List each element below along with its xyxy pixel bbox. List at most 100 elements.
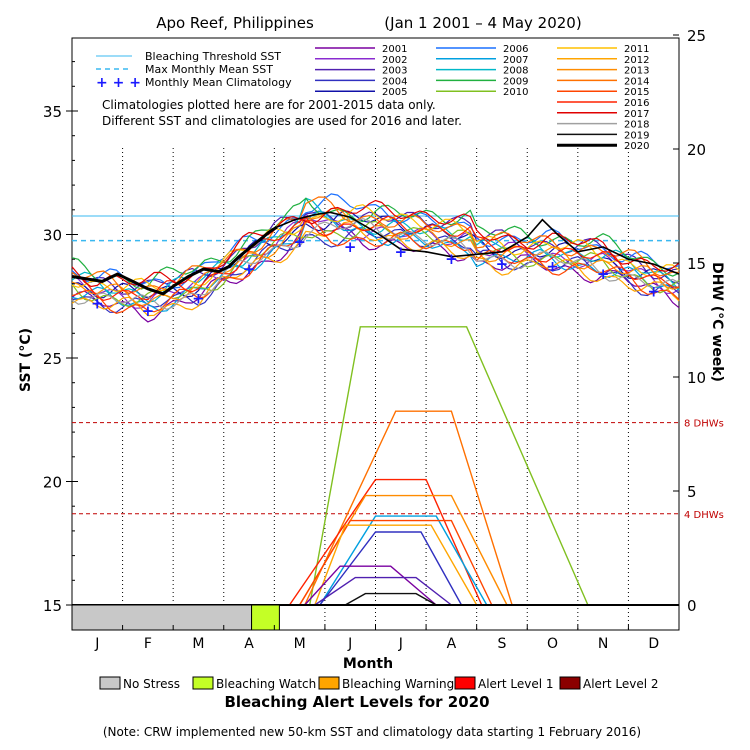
dhw-curve-2016	[288, 478, 483, 606]
dhw-curve-2010	[309, 326, 589, 606]
year-legend-label-2019: 2019	[624, 130, 649, 141]
month-label: O	[547, 636, 558, 652]
dhw-curve-2019	[344, 592, 437, 606]
alert-legend-label: Bleaching Warning	[342, 677, 454, 691]
threshold-legend-label: Bleaching Threshold SST	[145, 50, 281, 63]
alert-legend-label: Alert Level 1	[478, 677, 554, 691]
year-legend-label-2002: 2002	[382, 55, 407, 66]
climatology-marker: +	[546, 258, 559, 276]
dhw-curve-2007	[319, 515, 488, 606]
dhw-curve-2012	[314, 524, 478, 606]
month-label: J	[398, 636, 403, 652]
sst-tick-label: 15	[43, 597, 62, 615]
climatology-marker: +	[293, 233, 306, 251]
dhw-tick-label: 0	[687, 597, 697, 615]
year-legend-label-2001: 2001	[382, 44, 407, 55]
dhw-threshold-label: 8 DHWs	[684, 419, 724, 430]
climatology-legend-label: Monthly Mean Climatology	[145, 76, 292, 89]
year-legend-label-2008: 2008	[503, 66, 528, 77]
climatology-marker: +	[647, 282, 660, 300]
sst-line-2007	[71, 210, 680, 313]
sst-tick-label: 30	[43, 227, 62, 245]
dhw-curve-2014	[304, 410, 513, 606]
year-legend-label-2009: 2009	[503, 76, 528, 87]
climatology-marker: +	[243, 260, 256, 278]
alert-legend-swatch	[559, 676, 581, 690]
climatology-marker: +	[496, 255, 509, 273]
sst-tick-label: 35	[43, 103, 62, 121]
sst-lines	[71, 193, 680, 323]
sst-line-2015	[71, 219, 680, 314]
climatology-marker: +	[395, 243, 408, 261]
year-legend-label-2004: 2004	[382, 76, 407, 87]
year-legend-label-2015: 2015	[624, 87, 649, 98]
alert-legend-swatch	[192, 676, 214, 690]
sst-tick-label: 20	[43, 474, 62, 492]
alert-legend-swatch	[454, 676, 476, 690]
reference-lines: 8 DHWs 4 DHWs	[72, 215, 724, 521]
month-label: S	[498, 636, 507, 652]
month-label: A	[447, 636, 457, 652]
alert-legend: No Stress Bleaching Watch Bleaching Warnin…	[99, 676, 659, 691]
month-label: A	[244, 636, 254, 652]
dhw-curve-2003	[314, 576, 452, 606]
dhw-tick-label: 25	[687, 27, 706, 45]
alert-legend-swatch	[99, 676, 121, 690]
sst-line-2012	[71, 221, 680, 317]
footnote: (Note: CRW implemented new 50-km SST and…	[103, 725, 641, 739]
alert-legend-label: Bleaching Watch	[216, 677, 316, 691]
climatology-marker: +	[91, 295, 104, 313]
year-legend-label-2003: 2003	[382, 66, 407, 77]
dhw-threshold-label: 4 DHWs	[684, 510, 724, 521]
climatology-marker: +	[597, 265, 610, 283]
dhw-curve-2004	[319, 531, 463, 606]
y-axis-left-title: SST (°C)	[18, 328, 34, 392]
dhw-curves	[72, 326, 679, 606]
year-legend-label-2006: 2006	[503, 44, 528, 55]
alert-segment	[251, 604, 280, 631]
chart-title: Apo Reef, Philippines	[156, 14, 314, 32]
year-legend-label-2013: 2013	[624, 66, 649, 77]
year-legend-label-2018: 2018	[624, 120, 649, 131]
alert-legend-label: No Stress	[123, 677, 180, 691]
axes: 15 20 25 30 35 0 5 10 15 20 25 J F M A M J J A S O N D	[43, 27, 706, 652]
chart-date-range: (Jan 1 2001 – 4 May 2020)	[384, 14, 581, 32]
month-label: M	[192, 636, 204, 652]
climatology-marker: +	[142, 302, 155, 320]
sst-line-2018	[71, 217, 680, 310]
sst-line-2020	[71, 225, 278, 296]
climatology-marker: +	[192, 290, 205, 308]
dhw-tick-label: 10	[687, 369, 706, 387]
alert-legend-title: Bleaching Alert Levels for 2020	[224, 693, 489, 711]
climatology-legend-swatch: + + +	[96, 75, 141, 91]
alert-segment	[71, 604, 253, 631]
dhw-curve-2001	[304, 565, 437, 606]
sst-line-2016	[71, 215, 680, 302]
note-line-2: Different SST and climatologies are used…	[102, 114, 462, 128]
year-legend-label-2010: 2010	[503, 87, 528, 98]
month-label: D	[648, 636, 659, 652]
year-legend-label-2007: 2007	[503, 55, 528, 66]
month-label: J	[94, 636, 99, 652]
alert-legend-swatch	[318, 676, 340, 690]
sst-line-2017	[71, 199, 680, 288]
year-legend-label-2011: 2011	[624, 44, 649, 55]
sst-line-2009	[71, 197, 680, 290]
alert-legend-label: Alert Level 2	[583, 677, 659, 691]
x-axis-title: Month	[343, 656, 393, 672]
month-label: F	[144, 636, 152, 652]
line-legend: Bleaching Threshold SST Max Monthly Mean…	[96, 50, 462, 128]
year-legend-label-2005: 2005	[382, 87, 407, 98]
climatology-marker: +	[445, 250, 458, 268]
climatology-marker: +	[344, 238, 357, 256]
year-legend-label-2012: 2012	[624, 55, 649, 66]
sst-line-2001	[71, 215, 680, 323]
mmm-legend-label: Max Monthly Mean SST	[145, 63, 273, 76]
year-legend-label-2016: 2016	[624, 98, 649, 109]
dhw-tick-label: 15	[687, 255, 706, 273]
month-label: J	[347, 636, 352, 652]
month-label: M	[294, 636, 306, 652]
y-axis-right-title: DHW (°C week)	[709, 262, 725, 382]
